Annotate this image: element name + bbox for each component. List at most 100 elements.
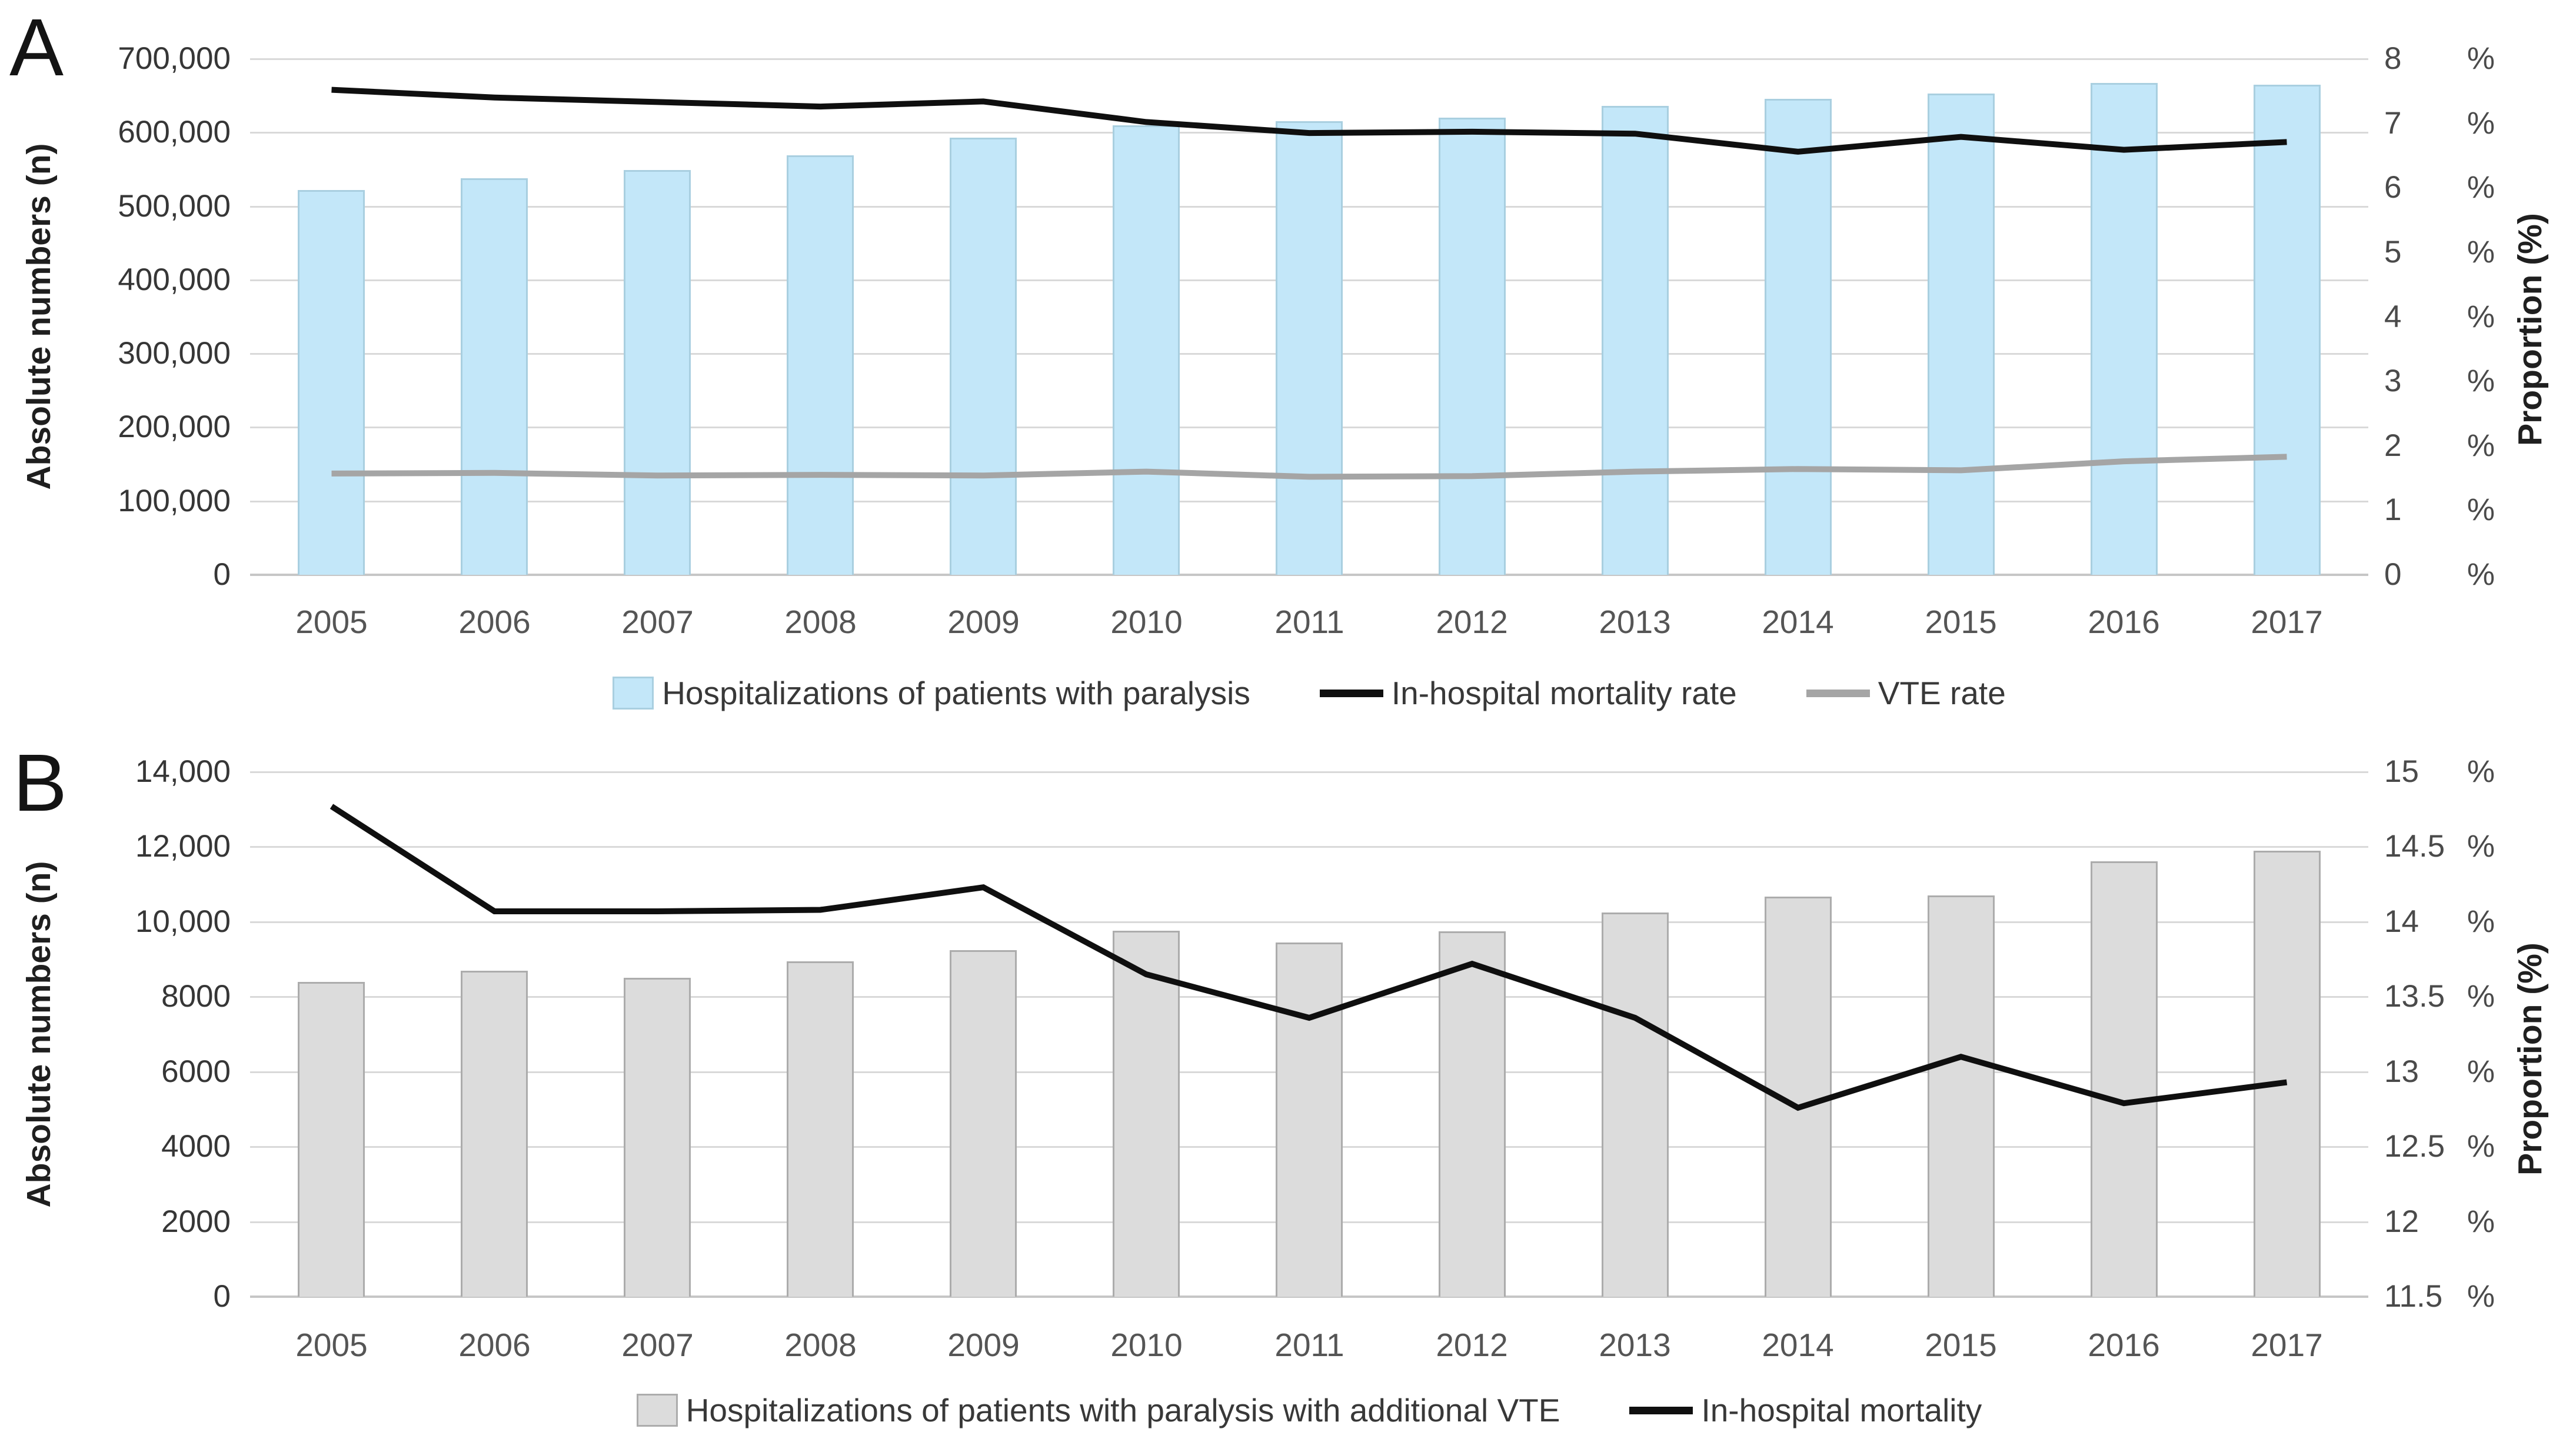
legend-line-swatch-icon [1319,689,1383,697]
panel-a-legend-label: In-hospital mortality rate [1391,675,1737,711]
panel-a-legend-label: VTE rate [1878,675,2006,711]
panel-b-right-tick-number: 12.5 [2384,1129,2445,1164]
panel-a-right-axis-tick: 7% [2384,107,2495,140]
panel-b-right-axis-title: Proportion (%) [2511,943,2549,1175]
panel-b-right-tick-number: 11.5 [2384,1279,2443,1314]
panel-b-bar-2012 [1439,931,1506,1297]
panel-a-right-axis-tick: 1% [2384,494,2495,527]
panel-a-bar-2009 [950,138,1017,575]
panel-b-bar-2015 [1928,895,1995,1297]
panel-a-x-axis-label: 2009 [947,604,1020,640]
panel-a-left-axis-tick: 100,000 [118,484,231,518]
panel-a-legend-item: In-hospital mortality rate [1319,674,1737,712]
panel-a-letter: A [9,2,64,93]
panel-b-line-layer [330,804,2288,1111]
panel-a-legend: Hospitalizations of patients with paraly… [250,668,2368,718]
panel-a-right-tick-number: 7 [2384,106,2402,141]
panel-b-left-axis-tick: 4000 [161,1129,231,1164]
panel-b-left-axis-tick: 8000 [161,979,231,1014]
panel-a-x-axis-label: 2005 [295,604,368,640]
panel-a-x-axis-label: 2017 [2251,604,2323,640]
panel-b-left-axis-tick: 14,000 [135,754,231,789]
panel-a-bar-2008 [787,155,854,575]
panel-b-legend-item: In-hospital mortality [1629,1391,1982,1429]
panel-a-x-axis-label: 2016 [2088,604,2160,640]
panel-a-bar-2010 [1113,125,1180,575]
panel-b-right-axis-tick: 15% [2384,755,2495,788]
panel-a-left-axis-tick: 300,000 [118,336,231,371]
percent-sign: % [2467,557,2495,592]
panel-b-bar-2010 [1113,931,1180,1297]
panel-a-left-axis-tick: 600,000 [118,115,231,149]
panel-b-right-tick-number: 14 [2384,904,2419,939]
panel-b-right-axis-tick: 11.5% [2384,1280,2495,1313]
panel-b-x-axis-label: 2011 [1274,1327,1344,1363]
panel-a-line-in-hospital-mortality-rate [331,86,2287,155]
percent-sign: % [2467,1279,2495,1314]
panel-b-right-axis-tick: 14% [2384,905,2495,938]
panel-a-right-tick-number: 1 [2384,492,2402,527]
percent-sign: % [2467,492,2495,527]
legend-bar-swatch-icon [636,1394,678,1427]
panel-a-x-axis-label: 2010 [1110,604,1183,640]
panel-a-right-tick-number: 4 [2384,299,2402,334]
panel-b-x-axis-label: 2013 [1599,1327,1671,1363]
panel-b-right-axis-tick: 14.5% [2384,830,2495,863]
panel-a-right-tick-number: 2 [2384,428,2402,463]
panel-b-right-axis-tick: 12% [2384,1205,2495,1238]
panel-a-right-axis-tick: 0% [2384,558,2495,591]
panel-a-x-axis-label: 2012 [1436,604,1508,640]
panel-a-bar-2005 [298,190,365,575]
panel-a-right-tick-number: 0 [2384,557,2402,592]
panel-a-bar-2013 [1602,106,1669,575]
panel-a-left-axis-tick: 500,000 [118,189,231,224]
panel-b-gridline [250,921,2368,923]
panel-b-left-axis-tick: 12,000 [135,829,231,864]
percent-sign: % [2467,170,2495,205]
panel-b-gridline [250,846,2368,848]
panel-b-bar-2008 [787,961,854,1297]
panel-a-bar-2015 [1928,94,1995,575]
panel-b-bar-2005 [298,982,365,1297]
panel-b-x-axis-label: 2007 [621,1327,694,1363]
panel-b-right-axis-tick: 12.5% [2384,1130,2495,1163]
panel-b-bar-2017 [2254,851,2321,1297]
legend-bar-swatch-icon [613,677,654,710]
panel-a-right-axis-tick: 5% [2384,236,2495,269]
panel-a-right-tick-number: 8 [2384,41,2402,76]
panel-a-right-axis-tick: 4% [2384,301,2495,334]
panel-a-x-axis-label: 2013 [1599,604,1671,640]
panel-b-right-axis-tick: 13.5% [2384,980,2495,1013]
percent-sign: % [2467,1054,2495,1089]
panel-b-bar-2006 [461,971,528,1297]
panel-a-bar-2012 [1439,118,1506,575]
legend-line-swatch-icon [1806,689,1870,697]
panel-b-x-axis-label: 2006 [458,1327,531,1363]
percent-sign: % [2467,41,2495,76]
panel-a-x-axis-label: 2006 [458,604,531,640]
panel-a-x-axis-label: 2015 [1925,604,1997,640]
panel-a-x-axis-label: 2014 [1762,604,1834,640]
percent-sign: % [2467,428,2495,463]
panel-b-right-tick-number: 13 [2384,1054,2419,1089]
panel-a-x-axis-label: 2008 [784,604,857,640]
panel-b-gridline [250,1296,2368,1298]
panel-a-bar-2007 [624,170,691,575]
panel-b-left-axis-tick: 0 [213,1279,231,1314]
panel-b-line-in-hospital-mortality [330,804,2288,1111]
panel-b-left-axis-tick: 2000 [161,1204,231,1239]
percent-sign: % [2467,364,2495,398]
panel-b-right-tick-number: 12 [2384,1204,2419,1239]
panel-a-right-axis-tick: 6% [2384,171,2495,204]
percent-sign: % [2467,106,2495,141]
panel-a-x-axis-label: 2007 [621,604,694,640]
panel-a-left-axis-tick: 700,000 [118,41,231,76]
panel-b-x-axis-label: 2010 [1110,1327,1183,1363]
panel-b-bar-2007 [624,978,691,1297]
panel-b-bar-2013 [1602,913,1669,1297]
panel-b-legend: Hospitalizations of patients with paraly… [250,1386,2368,1435]
percent-sign: % [2467,1204,2495,1239]
percent-sign: % [2467,979,2495,1014]
panel-b-x-axis-label: 2005 [295,1327,368,1363]
